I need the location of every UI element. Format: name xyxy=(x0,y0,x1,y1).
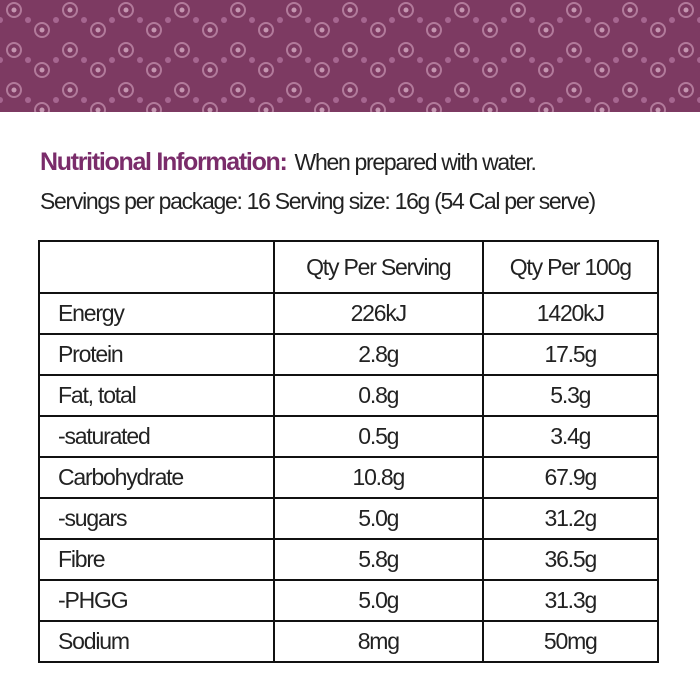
nutrient-value: 36.5g xyxy=(481,538,660,581)
table-row: Protein 2.8g 17.5g xyxy=(38,333,660,376)
nutrient-name: -PHGG xyxy=(38,579,275,622)
nutrient-value: 0.5g xyxy=(273,415,484,458)
table-row: Fibre 5.8g 36.5g xyxy=(38,538,660,581)
nutrient-value: 67.9g xyxy=(481,456,660,499)
nutrient-name: Carbohydrate xyxy=(38,456,275,499)
header-row: Qty Per Serving Qty Per 100g xyxy=(38,240,660,294)
pattern-banner xyxy=(0,0,700,112)
nutrient-name: -saturated xyxy=(38,415,275,458)
nutrient-value: 2.8g xyxy=(273,333,484,376)
nutrient-value: 226kJ xyxy=(273,292,484,335)
table-row: -sugars 5.0g 31.2g xyxy=(38,497,660,540)
nutrient-value: 5.3g xyxy=(481,374,660,417)
header-cell: Qty Per 100g xyxy=(481,240,660,294)
nutrient-value: 31.3g xyxy=(481,579,660,622)
heading-subtitle: When prepared with water. xyxy=(294,149,537,175)
header-cell: Qty Per Serving xyxy=(273,240,484,294)
heading-title: Nutritional Information: xyxy=(40,148,288,176)
nutrient-value: 31.2g xyxy=(481,497,660,540)
nutrient-name: Fat, total xyxy=(38,374,275,417)
nutrient-value: 3.4g xyxy=(481,415,660,458)
servings: Servings per package: 16 Serving size: 1… xyxy=(40,188,596,214)
nutrition-table: Qty Per Serving Qty Per 100g Energy 226kJ 14… xyxy=(38,240,660,663)
table-row: -PHGG 5.0g 31.3g xyxy=(38,579,660,622)
nutrient-value: 1420kJ xyxy=(481,292,660,335)
header-cell xyxy=(38,240,275,294)
nutrient-value: 5.0g xyxy=(273,579,484,622)
nutrient-value: 8mg xyxy=(273,620,484,663)
nutrient-value: 0.8g xyxy=(273,374,484,417)
nutrient-value: 5.0g xyxy=(273,497,484,540)
nutrient-name: Energy xyxy=(38,292,275,335)
nutrient-name: Protein xyxy=(38,333,275,376)
nutrient-name: Sodium xyxy=(38,620,275,663)
nutrient-value: 10.8g xyxy=(273,456,484,499)
nutrient-value: 17.5g xyxy=(481,333,660,376)
nutrient-name: -sugars xyxy=(38,497,275,540)
heading: Nutritional Information: When prepared wi… xyxy=(40,148,537,177)
nutrient-value: 5.8g xyxy=(273,538,484,581)
nutrient-name: Fibre xyxy=(38,538,275,581)
table-row: Carbohydrate 10.8g 67.9g xyxy=(38,456,660,499)
table-row: Fat, total 0.8g 5.3g xyxy=(38,374,660,417)
table-row: Sodium 8mg 50mg xyxy=(38,620,660,663)
table-row: Energy 226kJ 1420kJ xyxy=(38,292,660,335)
table-row: -saturated 0.5g 3.4g xyxy=(38,415,660,458)
nutrient-value: 50mg xyxy=(481,620,660,663)
